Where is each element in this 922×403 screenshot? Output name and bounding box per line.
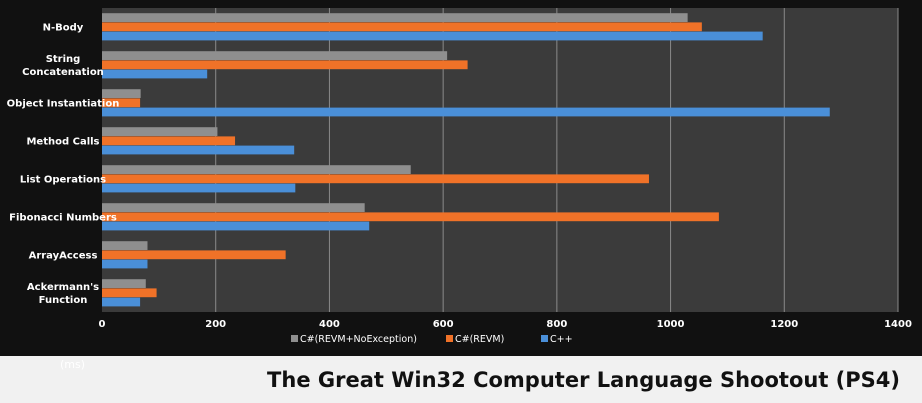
bar-arrayaccess-series-0 [102, 241, 148, 250]
bar-object-instantiation-series-2 [102, 107, 830, 117]
bar-n-body-series-2 [102, 31, 763, 41]
bar-method-calls-series-1 [102, 136, 236, 146]
category-label: List Operations [20, 175, 106, 186]
bar-chart: N-Body String Concatenation Object Instanti… [7, 8, 912, 345]
bar-list-operations-series-1 [102, 174, 649, 184]
bar-string-concatenation-series-0 [102, 51, 448, 60]
bar-string-concatenation-series-2 [102, 69, 208, 79]
page-title: The Great Win32 Computer Language Shooto… [267, 368, 900, 392]
bar-arrayaccess-series-2 [102, 259, 148, 269]
bar-n-body-series-0 [102, 13, 688, 22]
bar-arrayaccess-series-1 [102, 250, 286, 260]
category-label: Fibonacci Numbers [9, 213, 117, 224]
bar-object-instantiation-series-0 [102, 89, 141, 98]
x-tick-label: 1400 [884, 319, 912, 330]
x-tick-label: 800 [546, 319, 567, 330]
x-tick-label: 1000 [657, 319, 685, 330]
unit-label: (ms) [60, 358, 86, 371]
bar-method-calls-series-2 [102, 145, 295, 155]
legend-swatch-1 [446, 335, 453, 342]
category-label: Object Instantiation [7, 99, 120, 110]
x-tick-label: 1200 [770, 319, 798, 330]
legend-label: C++ [550, 334, 573, 345]
legend: C#(REVM+NoException) C#(REVM) C++ [291, 334, 573, 345]
category-label: ArrayAccess [29, 251, 98, 262]
category-label: Ackermann's [27, 282, 99, 293]
bar-ackermann-s-function-series-0 [102, 279, 146, 288]
bar-fibonacci-numbers-series-2 [102, 221, 370, 231]
category-label: String [46, 54, 81, 65]
legend-swatch-2 [541, 335, 548, 342]
category-label: Method Calls [26, 137, 99, 148]
x-tick-label: 600 [433, 319, 454, 330]
bar-list-operations-series-2 [102, 183, 296, 193]
legend-label: C#(REVM+NoException) [300, 334, 417, 345]
bars [102, 13, 830, 307]
chart-panel: N-Body String Concatenation Object Instanti… [0, 0, 922, 356]
category-label: Concatenation [22, 67, 104, 78]
x-axis-ticks: 0 200 400 600 800 1000 1200 1400 [99, 319, 912, 330]
bar-string-concatenation-series-1 [102, 60, 468, 70]
bar-fibonacci-numbers-series-0 [102, 203, 365, 212]
bar-object-instantiation-series-1 [102, 98, 141, 108]
legend-swatch-0 [291, 335, 298, 342]
bar-n-body-series-1 [102, 22, 702, 32]
bar-fibonacci-numbers-series-1 [102, 212, 719, 222]
x-tick-label: 400 [319, 319, 340, 330]
category-labels: N-Body String Concatenation Object Instanti… [7, 23, 120, 307]
x-tick-label: 200 [205, 319, 226, 330]
bar-method-calls-series-0 [102, 127, 218, 136]
bar-list-operations-series-0 [102, 165, 411, 174]
bar-ackermann-s-function-series-2 [102, 297, 141, 307]
category-label: N-Body [43, 23, 84, 34]
legend-label: C#(REVM) [455, 334, 504, 345]
category-label: Function [39, 295, 88, 306]
bar-ackermann-s-function-series-1 [102, 288, 157, 298]
x-tick-label: 0 [99, 319, 106, 330]
